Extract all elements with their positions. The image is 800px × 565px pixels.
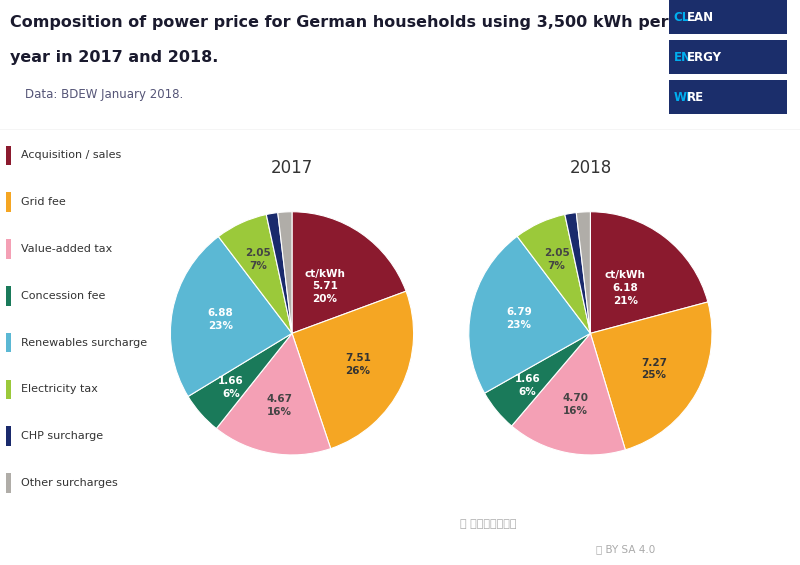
Bar [6, 239, 11, 259]
Bar [669, 0, 787, 34]
Text: ct/kWh
6.18
21%: ct/kWh 6.18 21% [605, 270, 646, 306]
Wedge shape [565, 212, 590, 333]
Bar [6, 146, 11, 166]
Text: CHP surcharge: CHP surcharge [21, 431, 103, 441]
Text: ERGY: ERGY [687, 51, 722, 64]
Wedge shape [590, 212, 708, 333]
Text: 2.05
7%: 2.05 7% [544, 248, 570, 271]
Text: 1.66
6%: 1.66 6% [218, 376, 244, 399]
Text: 7.27
25%: 7.27 25% [641, 358, 667, 380]
Text: 7.51
26%: 7.51 26% [345, 354, 370, 376]
Text: Other surcharges: Other surcharges [21, 478, 118, 488]
Text: year in 2017 and 2018.: year in 2017 and 2018. [10, 50, 218, 65]
Bar [669, 40, 787, 75]
Text: RE: RE [687, 91, 704, 104]
Title: 2018: 2018 [570, 159, 611, 177]
Bar [6, 380, 11, 399]
Wedge shape [576, 212, 590, 333]
Wedge shape [512, 333, 626, 455]
Bar [6, 193, 11, 212]
Text: EAN: EAN [687, 11, 714, 24]
Wedge shape [292, 291, 414, 449]
Wedge shape [188, 333, 292, 429]
Text: Data: BDEW January 2018.: Data: BDEW January 2018. [10, 88, 183, 101]
Text: Value-added tax: Value-added tax [21, 244, 112, 254]
Text: 4.70
16%: 4.70 16% [562, 393, 589, 416]
Wedge shape [170, 237, 292, 397]
Text: EN: EN [674, 51, 691, 64]
Text: Renewables surcharge: Renewables surcharge [21, 338, 147, 347]
Wedge shape [278, 212, 292, 333]
Text: Grid fee: Grid fee [21, 197, 66, 207]
Text: 1.66
6%: 1.66 6% [514, 374, 541, 397]
Text: Ⓢ BY SA 4.0: Ⓢ BY SA 4.0 [596, 544, 655, 554]
Text: Electricity tax: Electricity tax [21, 384, 98, 394]
Text: ct/kWh
5.71
20%: ct/kWh 5.71 20% [304, 268, 345, 305]
Text: 6.88
23%: 6.88 23% [207, 308, 233, 331]
Text: 2.05
7%: 2.05 7% [245, 248, 270, 271]
Text: Concession fee: Concession fee [21, 291, 106, 301]
Wedge shape [517, 215, 590, 333]
Bar [6, 427, 11, 446]
Bar [6, 473, 11, 493]
Wedge shape [469, 236, 590, 393]
Wedge shape [485, 333, 590, 426]
Wedge shape [266, 212, 292, 333]
Text: Acquisition / sales: Acquisition / sales [21, 150, 121, 160]
Text: 6.79
23%: 6.79 23% [506, 307, 532, 330]
Wedge shape [292, 212, 406, 333]
Wedge shape [216, 333, 330, 455]
Wedge shape [218, 215, 292, 333]
Wedge shape [590, 302, 712, 450]
Text: 💬 国际能源小数据: 💬 国际能源小数据 [460, 519, 517, 529]
Title: 2017: 2017 [271, 159, 313, 177]
Text: CL: CL [674, 11, 690, 24]
Text: WI: WI [674, 91, 691, 104]
Bar [669, 80, 787, 114]
Bar [6, 333, 11, 353]
Text: 4.67
16%: 4.67 16% [266, 394, 292, 416]
Text: Composition of power price for German households using 3,500 kWh per: Composition of power price for German ho… [10, 15, 669, 30]
Bar [6, 286, 11, 306]
